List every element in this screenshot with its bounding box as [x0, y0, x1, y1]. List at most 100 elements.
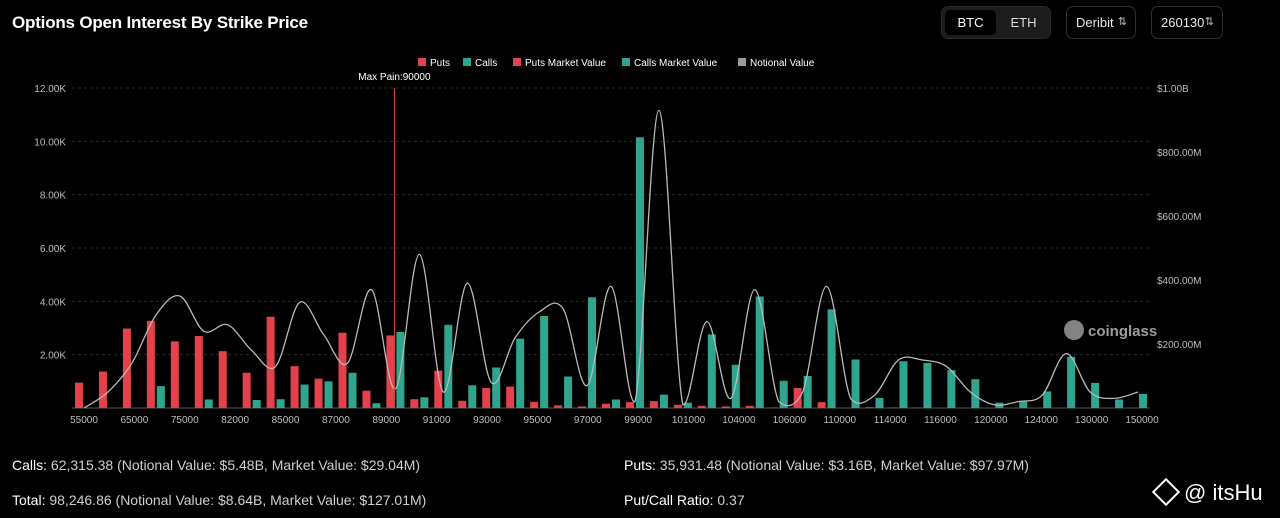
x-tick-label: 106000	[773, 415, 807, 426]
exchange-select[interactable]: Deribit ⇅	[1066, 6, 1136, 39]
puts-bar	[122, 328, 131, 408]
ratio-label: Put/Call Ratio:	[624, 492, 714, 508]
calls-bar	[372, 403, 381, 408]
chart-legend: Puts Calls Puts Market Value Calls Market V…	[418, 58, 815, 69]
legend-item: Notional Value	[750, 58, 815, 69]
puts-bar	[410, 399, 419, 408]
puts-bar	[362, 390, 371, 408]
x-tick-label: 104000	[722, 415, 756, 426]
tab-eth[interactable]: ETH	[1010, 15, 1037, 30]
puts-label: Puts:	[624, 457, 656, 473]
calls-bar	[1043, 391, 1052, 408]
x-tick-label: 97000	[574, 415, 602, 426]
x-tick-label: 89000	[372, 415, 400, 426]
puts-bar	[554, 405, 563, 408]
puts-bar	[769, 407, 778, 408]
x-tick-label: 91000	[423, 415, 451, 426]
calls-bar	[276, 399, 285, 408]
puts-bar	[745, 405, 754, 408]
puts-bar	[673, 404, 682, 408]
calls-bar	[420, 397, 429, 408]
calls-bar	[779, 380, 788, 408]
calls-bar	[899, 361, 908, 408]
x-tick-label: 99000	[624, 415, 652, 426]
puts-bar	[889, 407, 898, 408]
asset-toggle: BTC ETH	[941, 6, 1051, 39]
y-left-tick-label: 12.00K	[34, 84, 66, 95]
x-tick-label: 150000	[1125, 415, 1159, 426]
puts-summary: Puts: 35,931.48 (Notional Value: $3.16B,…	[624, 457, 1029, 473]
puts-bar	[578, 406, 587, 408]
chart-grid	[72, 87, 1150, 356]
legend-item: Calls	[475, 58, 497, 69]
watermark-text: coinglass	[1088, 323, 1158, 340]
chart-lines: Max Pain:90000	[83, 72, 1139, 409]
puts-bar	[170, 341, 179, 408]
x-tick-label: 87000	[322, 415, 350, 426]
calls-bar	[516, 338, 525, 408]
calls-bar	[564, 376, 573, 408]
calls-bar	[444, 324, 453, 408]
puts-bar	[458, 400, 467, 408]
coinglass-watermark: coinglass	[1064, 320, 1157, 340]
x-tick-label: 124000	[1025, 415, 1059, 426]
chevron-updown-icon: ⇅	[1117, 16, 1127, 28]
calls-bar	[300, 384, 309, 408]
puts-value: 35,931.48 (Notional Value: $3.16B, Marke…	[659, 457, 1029, 473]
legend-swatch	[513, 58, 521, 66]
calls-bar	[1067, 356, 1076, 408]
expiry-select[interactable]: 260130 ⇅	[1151, 6, 1223, 39]
y-right-tick-label: $400.00M	[1157, 276, 1201, 287]
x-tick-label: 101000	[672, 415, 706, 426]
calls-bar	[875, 397, 884, 408]
puts-bar	[721, 406, 730, 408]
y-right-tick-label: $200.00M	[1157, 340, 1201, 351]
x-tick-label: 95000	[524, 415, 552, 426]
tab-btc[interactable]: BTC	[945, 10, 996, 35]
calls-bar	[851, 359, 860, 408]
legend-swatch	[418, 58, 426, 66]
calls-bar	[923, 362, 932, 408]
puts-bar	[314, 378, 323, 408]
legend-item: Puts	[430, 58, 450, 69]
x-tick-label: 93000	[473, 415, 501, 426]
y-right-tick-label: $1.00B	[1157, 84, 1189, 95]
calls-bar	[683, 402, 692, 408]
puts-bar	[530, 401, 539, 408]
puts-bar	[434, 370, 443, 408]
ratio-value: 0.37	[717, 492, 745, 508]
y-left-tick-label: 10.00K	[34, 137, 66, 148]
calls-bar	[612, 399, 620, 408]
coinglass-logo-icon	[1064, 320, 1084, 340]
y-left-tick-label: 2.00K	[40, 351, 66, 362]
puts-bar	[194, 336, 203, 408]
calls-bar	[348, 372, 357, 408]
y-left-tick-label: 4.00K	[40, 297, 66, 308]
calls-bar	[971, 379, 980, 408]
calls-bar	[252, 400, 261, 408]
legend-item: Calls Market Value	[634, 58, 718, 69]
x-tick-label: 85000	[272, 415, 300, 426]
y-right-tick-label: $800.00M	[1157, 148, 1201, 159]
calls-bar	[1115, 399, 1124, 408]
puts-bar	[625, 402, 634, 408]
calls-bar	[635, 137, 644, 409]
x-tick-label: 114000	[874, 415, 907, 426]
calls-bar	[588, 297, 597, 408]
puts-bar	[817, 402, 826, 408]
x-tick-label: 120000	[974, 415, 1008, 426]
calls-bar	[659, 394, 668, 408]
puts-bar	[290, 366, 299, 408]
legend-item: Puts Market Value	[525, 58, 606, 69]
calls-bar	[492, 367, 501, 408]
calls-bar	[540, 316, 549, 408]
x-tick-label: 110000	[823, 415, 856, 426]
calls-bar	[803, 376, 812, 408]
x-tick-label: 82000	[221, 415, 249, 426]
puts-bar	[649, 401, 658, 408]
attribution: @ itsHu	[1151, 477, 1263, 507]
puts-bar	[865, 407, 874, 408]
puts-bar	[74, 382, 83, 408]
calls-bar	[1019, 401, 1028, 408]
puts-bar	[266, 316, 275, 408]
